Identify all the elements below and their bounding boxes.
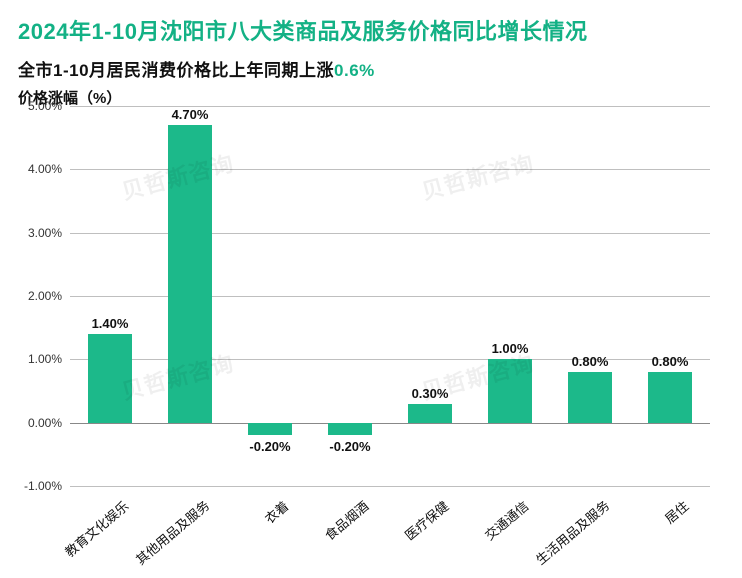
xtick-label: 居住 xyxy=(611,496,692,568)
bar-value-label: 4.70% xyxy=(172,107,209,122)
xtick-label: 生活用品及服务 xyxy=(531,496,612,568)
bar xyxy=(408,404,452,423)
bar xyxy=(88,334,132,423)
bar xyxy=(168,125,212,423)
gridline xyxy=(70,486,710,487)
chart-title: 2024年1-10月沈阳市八大类商品及服务价格同比增长情况 xyxy=(18,14,742,46)
gridline xyxy=(70,423,710,425)
plot-area: -1.00%0.00%1.00%2.00%3.00%4.00%5.00%1.40… xyxy=(70,106,710,486)
y-axis-title: 价格涨幅（%） xyxy=(18,87,742,108)
xtick-label: 衣着 xyxy=(211,496,292,568)
bar-value-label: 0.80% xyxy=(572,354,609,369)
chart-container: 2024年1-10月沈阳市八大类商品及服务价格同比增长情况 全市1-10月居民消… xyxy=(0,0,742,578)
gridline xyxy=(70,233,710,234)
xtick-label: 医疗保健 xyxy=(371,496,452,568)
bar-value-label: -0.20% xyxy=(329,439,370,454)
bar-value-label: 0.80% xyxy=(652,354,689,369)
xtick-label: 食品烟酒 xyxy=(291,496,372,568)
ytick-label: 5.00% xyxy=(28,99,62,113)
bar-value-label: 1.00% xyxy=(492,341,529,356)
bar xyxy=(248,423,292,436)
xtick-label: 交通通信 xyxy=(451,496,532,568)
ytick-label: 2.00% xyxy=(28,289,62,303)
bar xyxy=(648,372,692,423)
bar-value-label: 1.40% xyxy=(92,316,129,331)
gridline xyxy=(70,169,710,170)
ytick-label: 0.00% xyxy=(28,416,62,430)
bar xyxy=(328,423,372,436)
subtitle-value: 0.6% xyxy=(334,61,375,80)
title-text: 2024年1-10月沈阳市八大类商品及服务价格同比增长情况 xyxy=(18,19,587,44)
ytick-label: -1.00% xyxy=(24,479,62,493)
chart-subtitle: 全市1-10月居民消费价格比上年同期上涨0.6% xyxy=(18,56,742,81)
bar xyxy=(488,359,532,422)
plot: -1.00%0.00%1.00%2.00%3.00%4.00%5.00%1.40… xyxy=(70,106,710,486)
xtick-label: 其他用品及服务 xyxy=(131,496,212,568)
ytick-label: 3.00% xyxy=(28,226,62,240)
gridline xyxy=(70,359,710,360)
bar-value-label: -0.20% xyxy=(249,439,290,454)
gridline xyxy=(70,296,710,297)
bar-value-label: 0.30% xyxy=(412,386,449,401)
ytick-label: 4.00% xyxy=(28,162,62,176)
xtick-label: 教育文化娱乐 xyxy=(51,496,132,568)
ytick-label: 1.00% xyxy=(28,352,62,366)
bar xyxy=(568,372,612,423)
gridline xyxy=(70,106,710,107)
subtitle-prefix: 全市1-10月居民消费价格比上年同期上涨 xyxy=(18,61,334,80)
